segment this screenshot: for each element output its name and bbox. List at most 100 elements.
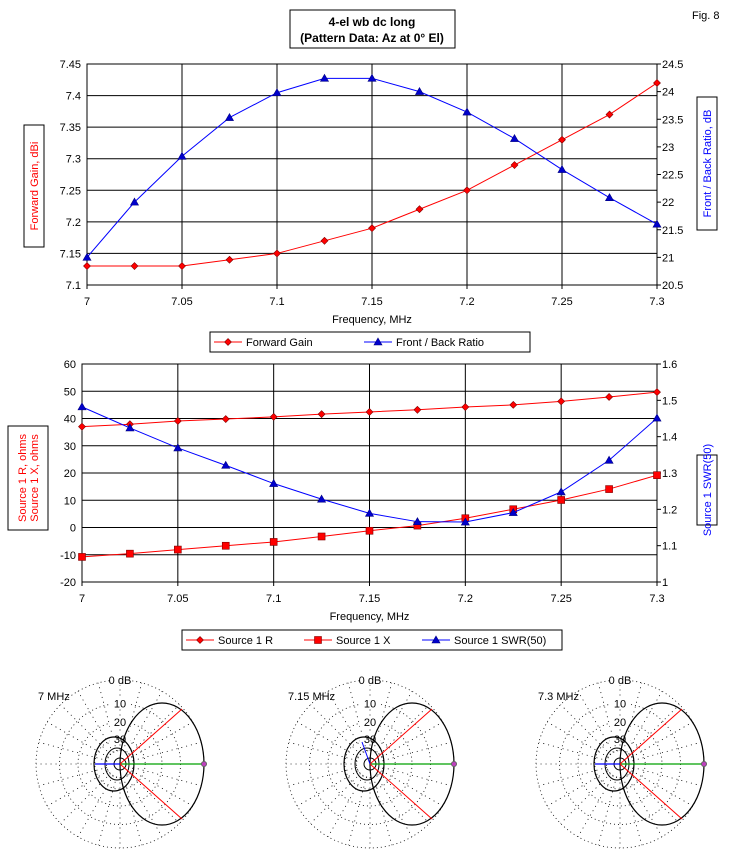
data-point — [558, 135, 566, 144]
legend-label: Source 1 R — [218, 635, 273, 647]
data-point — [225, 255, 234, 264]
y2-tick-label: 21 — [662, 252, 674, 264]
data-point — [652, 219, 662, 228]
data-point — [221, 460, 231, 469]
data-point — [273, 249, 281, 258]
polar-spoke — [47, 770, 109, 807]
data-point — [178, 262, 186, 270]
ring-label: 20 — [614, 717, 626, 729]
ring-label-bg — [110, 716, 130, 727]
y-tick-label: 60 — [64, 359, 76, 371]
polar-spoke — [538, 741, 608, 761]
legend: Source 1 R Source 1 X Source 1 SWR(50) — [181, 629, 563, 651]
y-tick-label: 10 — [64, 495, 76, 507]
y2-tick-label: 23.5 — [662, 114, 683, 126]
ring-label-bg — [360, 674, 380, 685]
y-tick-label: -20 — [60, 577, 76, 589]
legend-label: Source 1 SWR(50) — [454, 635, 546, 647]
polar-spoke — [327, 775, 364, 837]
x-axis-label: Frequency, MHz — [330, 611, 410, 623]
polar-spoke — [623, 682, 643, 752]
beamwidth-line-lower — [619, 763, 683, 820]
max-gain-marker — [701, 761, 707, 767]
polar-spoke — [132, 741, 202, 761]
data-point — [604, 455, 614, 464]
polar-spoke — [126, 775, 163, 837]
polar-spoke — [97, 682, 117, 752]
polar-spoke — [626, 775, 663, 837]
data-point — [413, 405, 422, 414]
y-tick-label: 7.2 — [66, 217, 81, 229]
data-point — [319, 73, 330, 82]
beamwidth-line-lower — [119, 763, 183, 820]
data-point — [368, 224, 376, 233]
polar-spoke — [77, 775, 114, 837]
y2-tick-label: 1.1 — [662, 541, 677, 553]
y-tick-label: 7.45 — [60, 59, 81, 71]
beamwidth-line-lower — [369, 763, 433, 820]
data-point — [653, 471, 661, 479]
polar-spoke — [131, 770, 193, 807]
polar-spoke — [373, 682, 393, 752]
data-point — [508, 507, 518, 516]
polar-spoke — [382, 767, 452, 787]
y-tick-label: 20 — [64, 468, 76, 480]
data-point — [77, 402, 87, 411]
x-tick-label: 7.15 — [359, 593, 380, 605]
y2-tick-label: 1.6 — [662, 359, 677, 371]
polar-spoke — [131, 721, 193, 758]
data-point — [269, 478, 279, 487]
data-point — [605, 485, 613, 493]
polar-spoke — [547, 721, 609, 758]
polar-plot-label: 7.3 MHz — [538, 691, 579, 703]
y2-tick-label: 23 — [662, 142, 674, 154]
data-point — [510, 161, 519, 169]
polar-spoke — [347, 776, 367, 846]
data-point — [556, 487, 566, 496]
data-point — [414, 87, 425, 95]
y-tick-label: 7.4 — [66, 91, 81, 103]
x-tick-label: 7.15 — [361, 296, 382, 308]
data-point — [272, 88, 282, 97]
title-box — [289, 9, 456, 49]
data-point — [224, 112, 235, 121]
polar-spoke — [560, 773, 611, 824]
polar-plot-label: 7 MHz — [38, 691, 70, 703]
data-point — [269, 538, 278, 546]
data-point — [317, 410, 326, 419]
polar-spoke — [132, 767, 202, 787]
polar-spoke — [597, 682, 617, 752]
y2-axis-label: Front / Back Ratio, dB — [702, 110, 714, 218]
ring-label: 0 dB — [109, 675, 132, 687]
x-tick-label: 7.3 — [649, 296, 664, 308]
x-tick-label: 7.2 — [458, 593, 473, 605]
y-tick-label: 7.25 — [60, 185, 81, 197]
polar-spoke — [297, 721, 359, 758]
y2-tick-label: 20.5 — [662, 280, 683, 292]
data-point — [509, 400, 518, 409]
y-tick-label: 7.3 — [66, 154, 81, 166]
data-point — [78, 553, 86, 561]
y2-axis-label-box — [696, 454, 718, 526]
polar-spoke — [631, 721, 693, 758]
x-tick-label: 7.1 — [266, 593, 281, 605]
polar-spoke — [629, 704, 680, 755]
polar-spoke — [631, 770, 693, 807]
polar-spoke — [347, 682, 367, 752]
polar-spoke — [129, 704, 180, 755]
polar-spoke — [297, 770, 359, 807]
polar-spoke — [310, 773, 361, 824]
data-point — [604, 193, 615, 202]
legend-marker — [196, 636, 204, 644]
polar-spoke — [538, 767, 608, 787]
polar-spoke — [376, 775, 413, 837]
y-tick-label: 50 — [64, 386, 76, 398]
legend-label: Front / Back Ratio — [396, 337, 484, 349]
polar-spoke — [623, 776, 643, 846]
y2-tick-label: 1.4 — [662, 432, 677, 444]
polar-spoke — [632, 741, 702, 761]
ring-label: 20 — [114, 717, 126, 729]
